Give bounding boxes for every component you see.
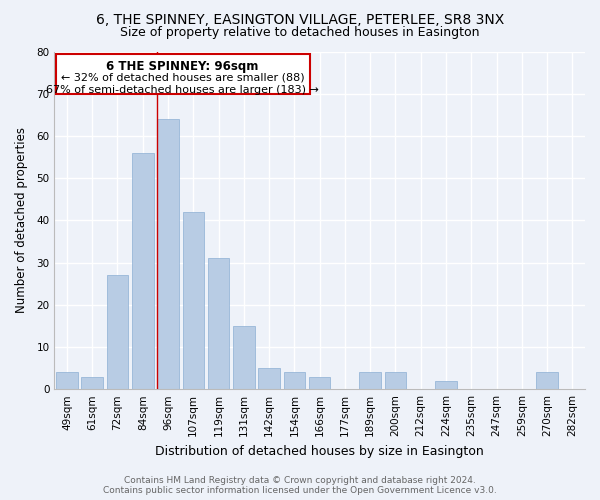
Y-axis label: Number of detached properties: Number of detached properties xyxy=(15,128,28,314)
Text: 6 THE SPINNEY: 96sqm: 6 THE SPINNEY: 96sqm xyxy=(106,60,259,73)
Bar xyxy=(359,372,381,389)
Bar xyxy=(107,275,128,389)
Bar xyxy=(182,212,204,389)
X-axis label: Distribution of detached houses by size in Easington: Distribution of detached houses by size … xyxy=(155,444,484,458)
Bar xyxy=(284,372,305,389)
Bar xyxy=(56,372,77,389)
Bar xyxy=(435,380,457,389)
Bar xyxy=(132,153,154,389)
Bar xyxy=(157,119,179,389)
Text: 67% of semi-detached houses are larger (183) →: 67% of semi-detached houses are larger (… xyxy=(46,86,319,96)
Bar xyxy=(259,368,280,389)
Text: Contains HM Land Registry data © Crown copyright and database right 2024.
Contai: Contains HM Land Registry data © Crown c… xyxy=(103,476,497,495)
Text: Size of property relative to detached houses in Easington: Size of property relative to detached ho… xyxy=(120,26,480,39)
Bar xyxy=(208,258,229,389)
Text: 6, THE SPINNEY, EASINGTON VILLAGE, PETERLEE, SR8 3NX: 6, THE SPINNEY, EASINGTON VILLAGE, PETER… xyxy=(96,12,504,26)
FancyBboxPatch shape xyxy=(56,54,310,94)
Bar xyxy=(309,376,331,389)
Bar xyxy=(536,372,558,389)
Bar xyxy=(233,326,254,389)
Text: ← 32% of detached houses are smaller (88): ← 32% of detached houses are smaller (88… xyxy=(61,72,304,83)
Bar xyxy=(385,372,406,389)
Bar xyxy=(82,376,103,389)
